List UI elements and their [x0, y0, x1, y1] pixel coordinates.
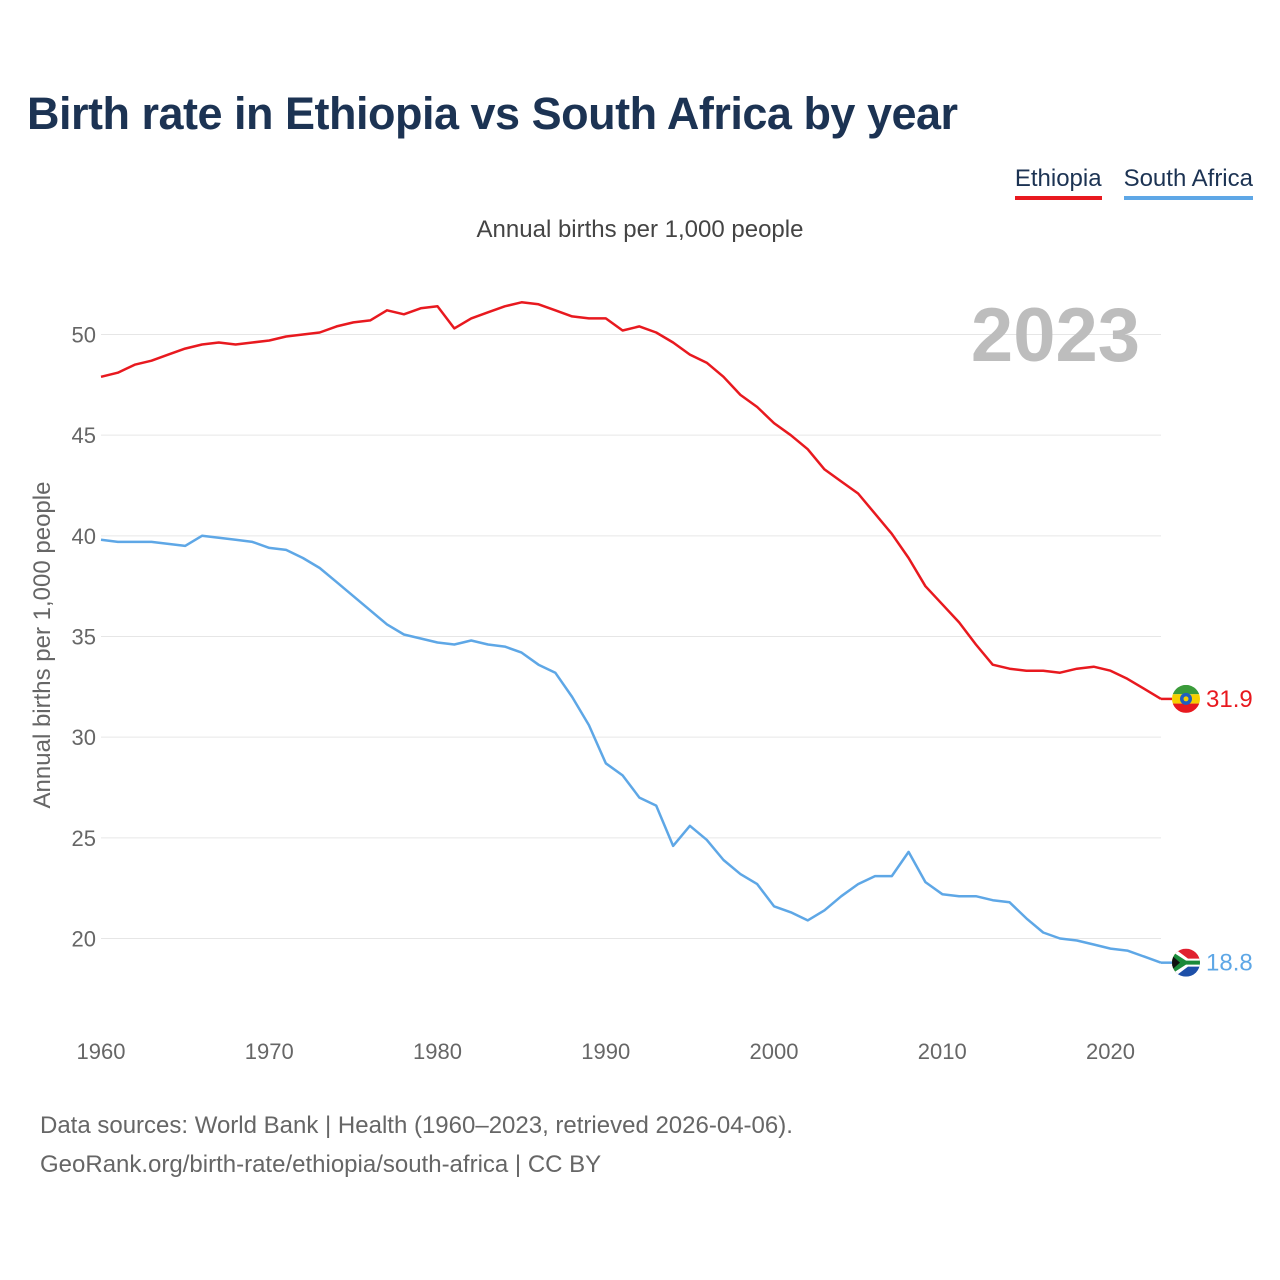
x-tick-label: 2010 [918, 1039, 967, 1064]
gridlines [101, 333, 1161, 940]
footer-source: Data sources: World Bank | Health (1960–… [40, 1112, 793, 1139]
line-chart: 20 25 30 35 40 45 50 1960 1970 1980 1990 2000 2010 2… [29, 293, 1253, 1064]
x-tick-label: 2000 [750, 1039, 799, 1064]
footer: Data sources: World Bank | Health (1960–… [40, 1106, 793, 1184]
series-line-ethiopia [100, 301, 1162, 700]
y-axis-label: Annual births per 1,000 people [29, 482, 56, 809]
chart-subtitle: Annual births per 1,000 people [476, 216, 804, 243]
x-tick-label: 1990 [581, 1039, 630, 1064]
series-end-markers: 31.9 18.8 [1161, 684, 1253, 977]
y-tick-label: 45 [72, 423, 96, 448]
y-axis-ticks: 20 25 30 35 40 45 50 [72, 322, 96, 951]
y-tick-label: 20 [72, 927, 96, 952]
y-tick-label: 50 [72, 322, 96, 347]
x-tick-label: 1970 [245, 1039, 294, 1064]
footer-link[interactable]: GeoRank.org/birth-rate/ethiopia/south-af… [40, 1151, 602, 1178]
y-tick-label: 25 [72, 826, 96, 851]
series-lines [100, 301, 1162, 964]
end-value-label-ethiopia: 31.9 [1206, 686, 1253, 713]
legend: Ethiopia South Africa [1014, 164, 1253, 200]
series-line-south-africa [100, 534, 1162, 964]
x-tick-label: 1980 [413, 1039, 462, 1064]
x-tick-label: 1960 [77, 1039, 126, 1064]
y-tick-label: 30 [72, 725, 96, 750]
legend-item-south-africa[interactable]: South Africa [1123, 164, 1253, 200]
x-axis-ticks: 1960 1970 1980 1990 2000 2010 2020 [77, 1039, 1135, 1064]
x-tick-label: 2020 [1086, 1039, 1135, 1064]
chart-title: Birth rate in Ethiopia vs South Africa b… [27, 88, 958, 139]
legend-item-ethiopia[interactable]: Ethiopia [1014, 164, 1102, 200]
y-tick-label: 40 [72, 524, 96, 549]
end-value-label-south-africa: 18.8 [1206, 950, 1253, 977]
year-label: 2023 [971, 293, 1140, 378]
y-tick-label: 35 [72, 624, 96, 649]
south-africa-flag-icon [1172, 948, 1200, 977]
ethiopia-flag-icon [1172, 684, 1200, 713]
